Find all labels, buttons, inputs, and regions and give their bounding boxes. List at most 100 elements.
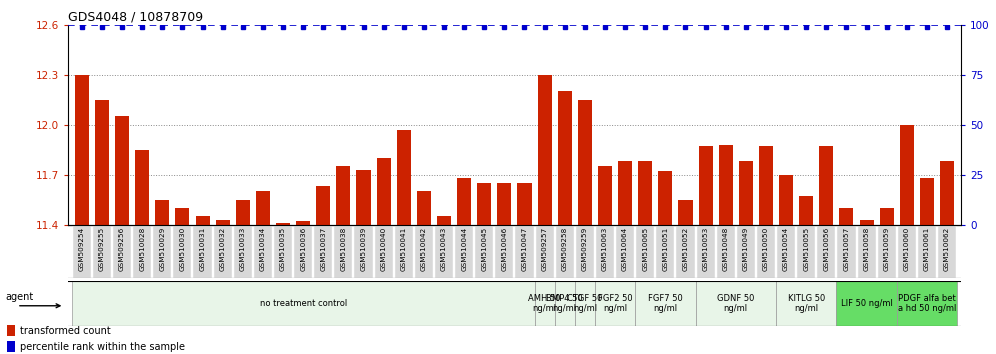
FancyBboxPatch shape <box>776 281 837 326</box>
FancyBboxPatch shape <box>355 225 373 278</box>
FancyBboxPatch shape <box>757 225 775 278</box>
Text: GSM509257: GSM509257 <box>542 227 548 270</box>
Bar <box>75 75 89 225</box>
FancyBboxPatch shape <box>335 225 353 278</box>
Text: percentile rank within the sample: percentile rank within the sample <box>20 342 185 352</box>
Text: GSM510029: GSM510029 <box>159 227 165 270</box>
Bar <box>678 200 692 225</box>
Text: GSM510047: GSM510047 <box>522 227 528 270</box>
Bar <box>497 183 511 225</box>
Bar <box>879 208 893 225</box>
Text: GSM509255: GSM509255 <box>99 227 105 270</box>
FancyBboxPatch shape <box>394 225 412 278</box>
Bar <box>135 150 149 225</box>
FancyBboxPatch shape <box>717 225 735 278</box>
FancyBboxPatch shape <box>475 225 493 278</box>
Text: KITLG 50
ng/ml: KITLG 50 ng/ml <box>788 294 825 313</box>
FancyBboxPatch shape <box>234 225 252 278</box>
Bar <box>357 170 371 225</box>
Bar <box>296 222 310 225</box>
Text: GSM510045: GSM510045 <box>481 227 487 270</box>
Text: GSM510043: GSM510043 <box>441 227 447 270</box>
Text: GSM510034: GSM510034 <box>260 227 266 270</box>
Bar <box>115 116 129 225</box>
Bar <box>518 183 532 225</box>
Text: GSM510053: GSM510053 <box>702 227 708 270</box>
Text: PDGF alfa bet
a hd 50 ng/ml: PDGF alfa bet a hd 50 ng/ml <box>897 294 956 313</box>
Bar <box>860 220 873 225</box>
Bar <box>8 341 15 353</box>
Bar <box>155 200 169 225</box>
Text: GSM510046: GSM510046 <box>501 227 507 270</box>
Bar <box>940 161 954 225</box>
FancyBboxPatch shape <box>858 225 875 278</box>
Bar <box>437 216 451 225</box>
Text: BMP4 50
ng/ml: BMP4 50 ng/ml <box>547 294 583 313</box>
Bar <box>759 147 773 225</box>
FancyBboxPatch shape <box>656 225 674 278</box>
FancyBboxPatch shape <box>414 225 433 278</box>
Bar <box>215 220 230 225</box>
FancyBboxPatch shape <box>133 225 151 278</box>
Bar <box>619 161 632 225</box>
FancyBboxPatch shape <box>837 281 896 326</box>
Bar <box>920 178 934 225</box>
Bar <box>317 187 331 225</box>
FancyBboxPatch shape <box>696 225 715 278</box>
FancyBboxPatch shape <box>173 225 191 278</box>
Bar <box>558 91 572 225</box>
FancyBboxPatch shape <box>918 225 936 278</box>
Text: GSM510050: GSM510050 <box>763 227 769 270</box>
FancyBboxPatch shape <box>374 225 392 278</box>
Text: GSM510060: GSM510060 <box>903 227 909 270</box>
Bar <box>477 183 491 225</box>
Text: GSM510033: GSM510033 <box>240 227 246 270</box>
Text: GSM510064: GSM510064 <box>622 227 628 270</box>
FancyBboxPatch shape <box>556 225 574 278</box>
Bar <box>820 147 834 225</box>
Text: CTGF 50
ng/ml: CTGF 50 ng/ml <box>567 294 603 313</box>
Bar <box>337 166 351 225</box>
Text: GSM510041: GSM510041 <box>400 227 406 270</box>
Text: GSM510032: GSM510032 <box>220 227 226 270</box>
Bar <box>739 161 753 225</box>
FancyBboxPatch shape <box>576 225 594 278</box>
Text: GSM510049: GSM510049 <box>743 227 749 270</box>
FancyBboxPatch shape <box>636 225 654 278</box>
Text: GSM510051: GSM510051 <box>662 227 668 270</box>
FancyBboxPatch shape <box>294 225 312 278</box>
FancyBboxPatch shape <box>695 281 776 326</box>
Bar <box>799 196 814 225</box>
FancyBboxPatch shape <box>535 281 555 326</box>
FancyBboxPatch shape <box>93 225 111 278</box>
Text: GSM510059: GSM510059 <box>883 227 889 270</box>
Bar <box>899 125 914 225</box>
Bar <box>578 100 592 225</box>
Text: GSM510044: GSM510044 <box>461 227 467 270</box>
FancyBboxPatch shape <box>274 225 292 278</box>
FancyBboxPatch shape <box>596 225 615 278</box>
FancyBboxPatch shape <box>575 281 595 326</box>
Text: GSM510028: GSM510028 <box>139 227 145 270</box>
Text: GSM510061: GSM510061 <box>924 227 930 270</box>
Text: GDNF 50
ng/ml: GDNF 50 ng/ml <box>717 294 754 313</box>
FancyBboxPatch shape <box>455 225 473 278</box>
Text: no treatment control: no treatment control <box>260 299 347 308</box>
FancyBboxPatch shape <box>938 225 956 278</box>
Bar <box>396 130 410 225</box>
Bar <box>457 178 471 225</box>
Bar <box>236 200 250 225</box>
Text: GSM510062: GSM510062 <box>944 227 950 270</box>
Bar <box>658 171 672 225</box>
FancyBboxPatch shape <box>595 281 635 326</box>
FancyBboxPatch shape <box>617 225 634 278</box>
Text: GSM510030: GSM510030 <box>179 227 185 270</box>
Text: FGF2 50
ng/ml: FGF2 50 ng/ml <box>598 294 632 313</box>
Text: GSM510057: GSM510057 <box>844 227 850 270</box>
Bar <box>598 166 612 225</box>
Text: GSM510036: GSM510036 <box>300 227 306 270</box>
Text: FGF7 50
ng/ml: FGF7 50 ng/ml <box>648 294 682 313</box>
FancyBboxPatch shape <box>435 225 453 278</box>
Bar <box>175 208 189 225</box>
FancyBboxPatch shape <box>838 225 856 278</box>
